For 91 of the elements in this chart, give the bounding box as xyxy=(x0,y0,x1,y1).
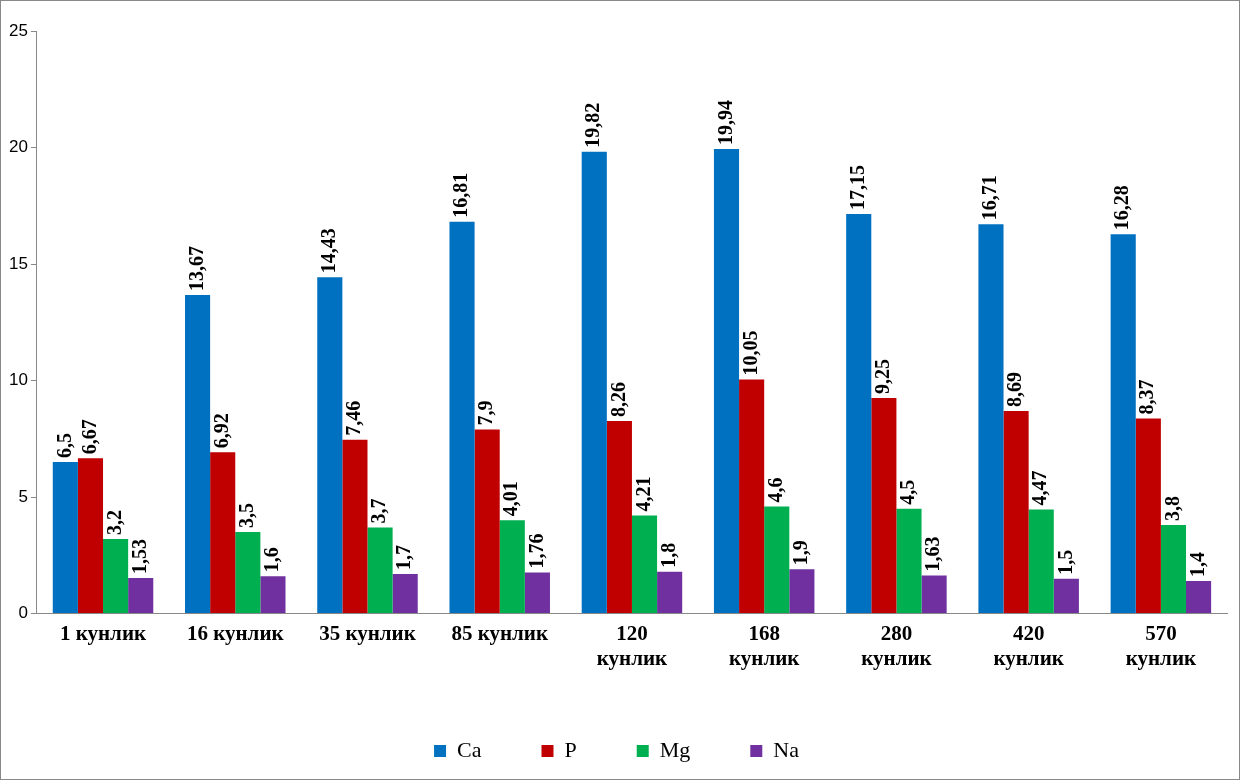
bar xyxy=(581,151,607,614)
bar xyxy=(739,379,765,614)
bar xyxy=(210,452,236,614)
x-tick-label: 420 кунлик xyxy=(993,620,1065,670)
x-tick-label: 1 кунлик xyxy=(59,620,147,645)
data-label: 1,9 xyxy=(789,540,812,566)
data-label: 19,82 xyxy=(581,102,604,148)
data-label: 8,37 xyxy=(1135,379,1158,415)
data-label: 6,92 xyxy=(209,413,232,449)
data-label: 13,67 xyxy=(184,246,207,292)
bar xyxy=(896,508,922,614)
bar xyxy=(1003,411,1029,614)
y-tick-label: 15 xyxy=(8,253,28,273)
bar xyxy=(77,458,104,614)
bar xyxy=(606,421,632,614)
data-label: 3,5 xyxy=(234,503,257,529)
x-tick-label: 16 кунлик xyxy=(186,620,285,645)
data-label: 7,46 xyxy=(342,400,365,436)
data-label: 16,28 xyxy=(1110,185,1133,231)
x-tick-label: 120 кунлик xyxy=(596,620,669,670)
legend-label: P xyxy=(564,736,577,762)
x-tick-label: 570 кунлик xyxy=(1125,620,1197,670)
bar xyxy=(185,295,211,614)
data-label: 1,7 xyxy=(392,544,415,570)
bar xyxy=(317,277,343,614)
y-tick-label: 20 xyxy=(8,137,28,157)
bar xyxy=(474,429,500,614)
bar xyxy=(1160,525,1187,614)
data-label: 8,26 xyxy=(606,382,629,418)
data-label: 1,8 xyxy=(656,542,679,568)
data-label: 4,5 xyxy=(896,479,919,505)
bar xyxy=(499,520,525,614)
data-label: 4,47 xyxy=(1028,470,1051,506)
y-tick-label: 0 xyxy=(18,603,28,623)
data-label: 3,2 xyxy=(102,510,125,536)
x-tick-label: 35 кунлик xyxy=(319,620,417,645)
data-label: 16,71 xyxy=(978,175,1001,221)
bar xyxy=(631,515,658,614)
x-tick-label: 168 кунлик xyxy=(728,620,801,670)
x-tick-label: 85 кунлик xyxy=(451,620,549,645)
x-tick-label: 280 кунлик xyxy=(861,620,933,670)
data-label: 8,69 xyxy=(1003,372,1026,408)
data-label: 1,76 xyxy=(524,533,547,569)
bar xyxy=(524,572,550,614)
bar xyxy=(921,575,947,614)
bar xyxy=(871,398,897,614)
bar xyxy=(449,221,475,614)
data-label: 6,67 xyxy=(77,419,100,455)
data-label: 17,15 xyxy=(845,164,868,210)
bar xyxy=(235,532,261,614)
bar xyxy=(342,439,368,614)
bar xyxy=(52,462,78,614)
data-label: 7,9 xyxy=(474,400,497,426)
bar xyxy=(1110,234,1136,614)
y-tick-label: 25 xyxy=(8,20,28,40)
bar xyxy=(713,148,740,614)
data-label: 10,05 xyxy=(738,330,761,376)
data-label: 14,43 xyxy=(316,228,339,274)
bar xyxy=(392,573,418,614)
data-label: 1,63 xyxy=(921,536,944,572)
data-label: 1,53 xyxy=(127,538,150,574)
data-label: 9,25 xyxy=(871,359,894,395)
data-label: 6,5 xyxy=(52,433,75,459)
bar xyxy=(367,527,393,614)
legend-label: Na xyxy=(773,736,800,762)
bar xyxy=(128,577,154,614)
data-label: 1,5 xyxy=(1053,549,1076,575)
data-label: 1,4 xyxy=(1185,551,1208,577)
y-tick-label: 10 xyxy=(8,370,28,390)
legend-label: Mg xyxy=(659,736,691,762)
data-label: 4,01 xyxy=(499,481,522,517)
bar xyxy=(764,506,790,614)
data-label: 4,21 xyxy=(631,476,654,512)
data-label: 3,8 xyxy=(1160,496,1183,522)
data-label: 19,94 xyxy=(713,99,736,145)
bar xyxy=(1053,578,1079,614)
data-label: 1,6 xyxy=(260,547,283,573)
data-label: 3,7 xyxy=(367,498,390,524)
bar xyxy=(789,569,815,614)
y-tick-label: 5 xyxy=(18,486,28,506)
bar xyxy=(978,224,1004,614)
bar xyxy=(1186,580,1212,614)
data-label: 16,81 xyxy=(449,172,472,218)
data-label: 4,6 xyxy=(763,477,786,503)
bar xyxy=(1135,418,1161,614)
bar xyxy=(657,571,683,614)
bar xyxy=(1028,509,1054,614)
bar xyxy=(846,213,872,614)
bar xyxy=(103,539,129,614)
bar xyxy=(260,576,286,614)
legend-label: Ca xyxy=(457,736,482,762)
